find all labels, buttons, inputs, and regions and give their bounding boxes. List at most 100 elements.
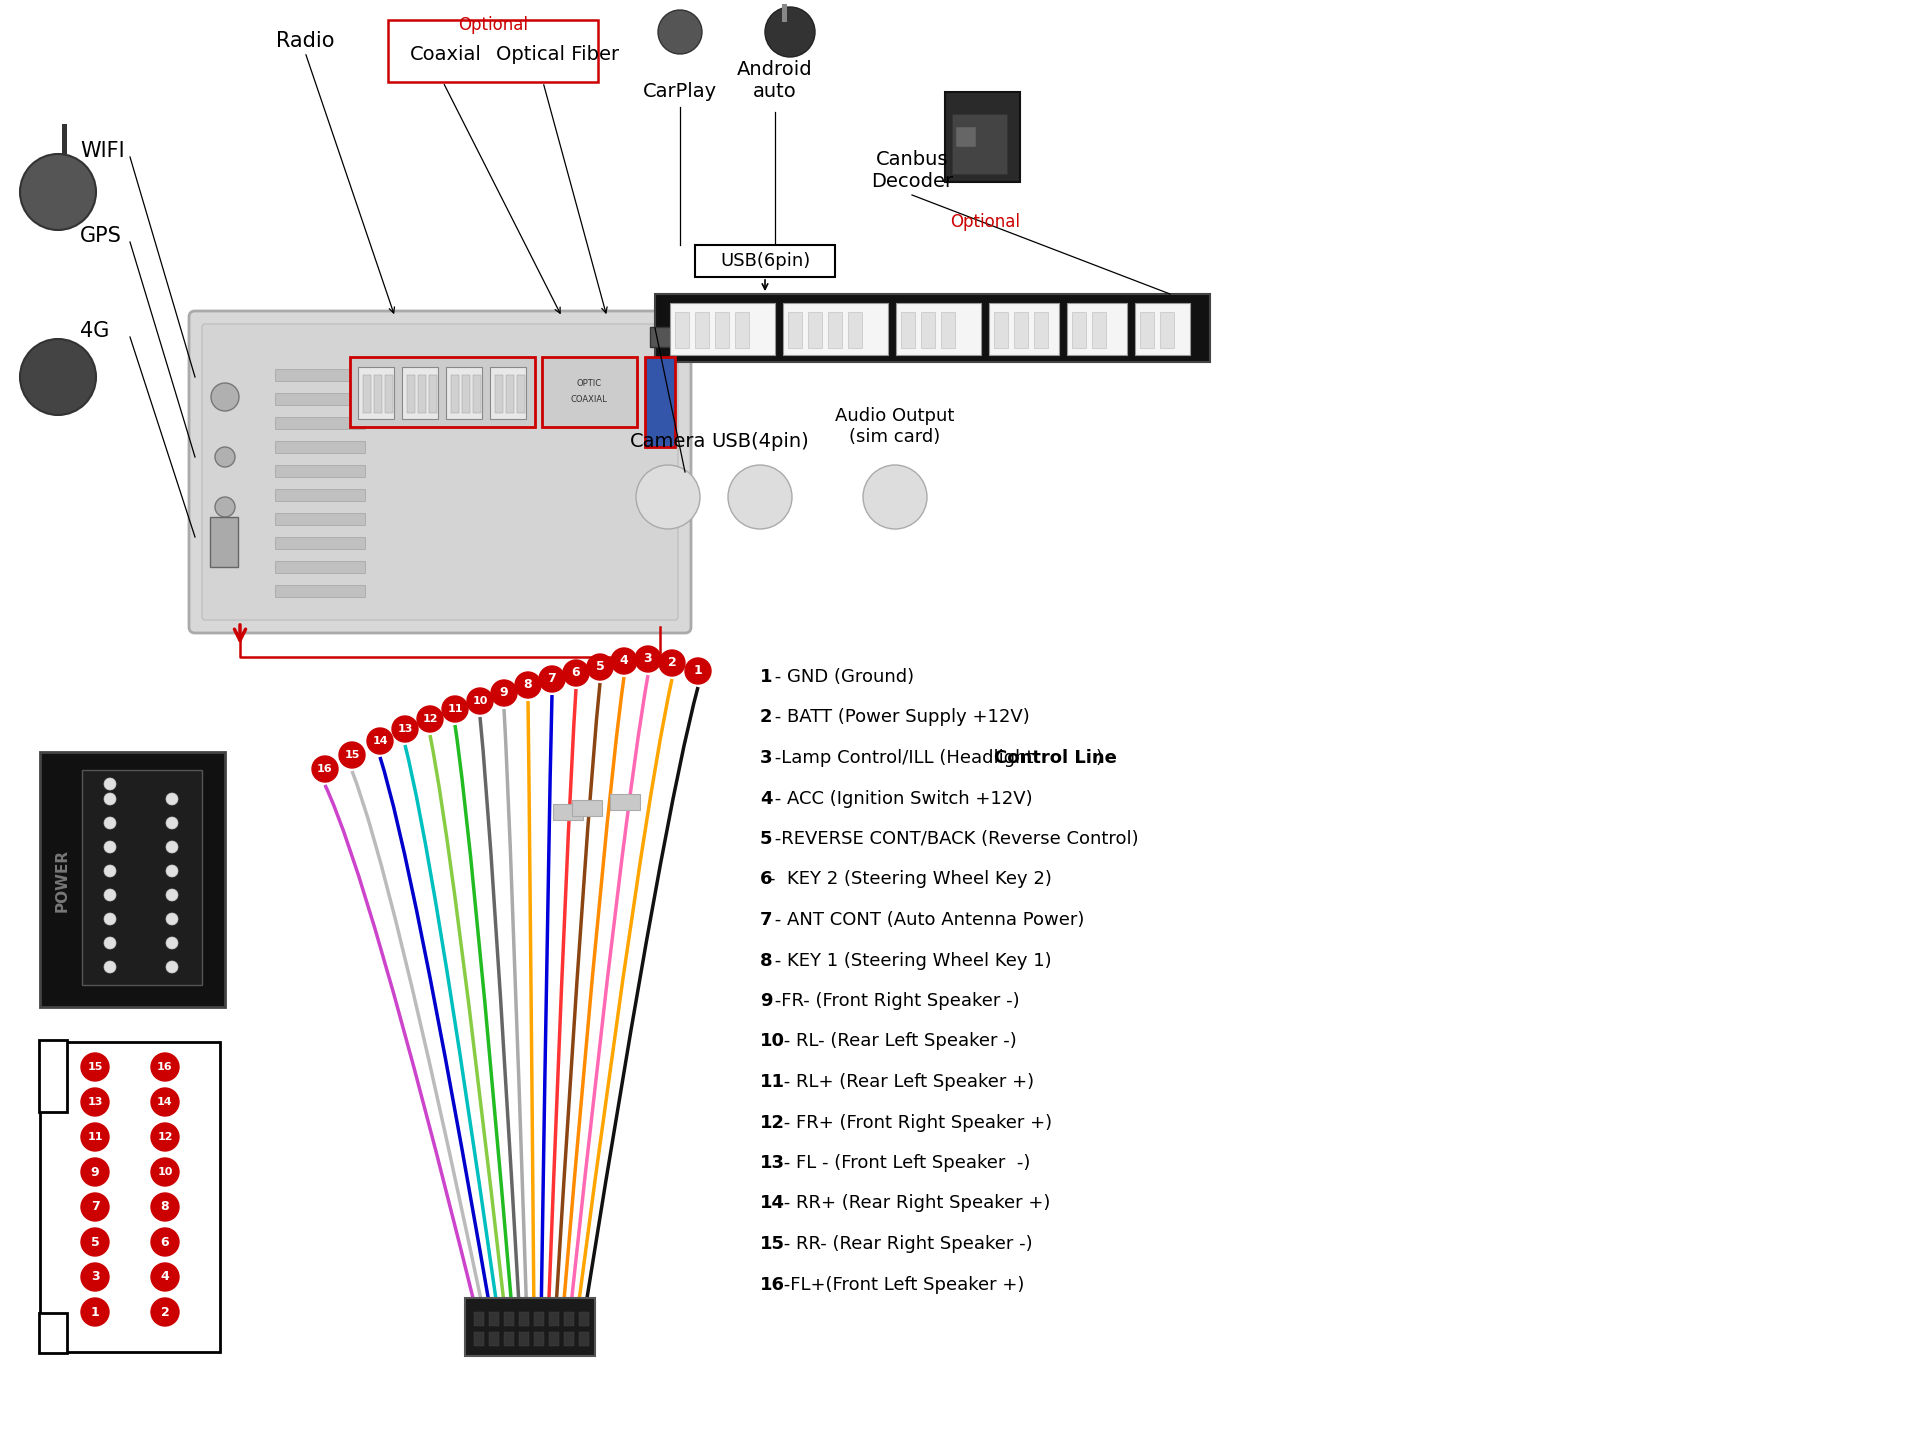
Text: COAXIAL: COAXIAL bbox=[570, 395, 607, 404]
Circle shape bbox=[152, 1263, 179, 1290]
Bar bbox=[490, 1332, 499, 1346]
Circle shape bbox=[165, 961, 179, 973]
Circle shape bbox=[540, 665, 564, 693]
Circle shape bbox=[104, 937, 115, 948]
Circle shape bbox=[152, 1053, 179, 1081]
Bar bbox=[518, 1312, 530, 1326]
Bar bbox=[388, 20, 597, 82]
Circle shape bbox=[165, 793, 179, 805]
Bar bbox=[655, 295, 1210, 362]
Text: Canbus
Decoder: Canbus Decoder bbox=[872, 149, 952, 191]
Bar bbox=[474, 1332, 484, 1346]
Circle shape bbox=[492, 680, 516, 706]
Bar bbox=[534, 1332, 543, 1346]
Bar bbox=[1071, 312, 1087, 348]
Text: 8: 8 bbox=[161, 1200, 169, 1213]
Bar bbox=[900, 312, 916, 348]
Text: 15: 15 bbox=[344, 750, 359, 760]
Text: Control Line: Control Line bbox=[995, 749, 1117, 767]
Text: 9: 9 bbox=[760, 992, 772, 1010]
Circle shape bbox=[152, 1298, 179, 1326]
Bar bbox=[40, 1042, 221, 1352]
Text: 4: 4 bbox=[161, 1270, 169, 1283]
Circle shape bbox=[165, 841, 179, 854]
Bar bbox=[714, 312, 730, 348]
Bar bbox=[474, 1312, 484, 1326]
FancyBboxPatch shape bbox=[188, 310, 691, 634]
Bar bbox=[645, 356, 676, 447]
Text: 1: 1 bbox=[90, 1305, 100, 1319]
Circle shape bbox=[152, 1088, 179, 1117]
Bar bbox=[534, 1312, 543, 1326]
Bar bbox=[209, 517, 238, 568]
Bar bbox=[407, 375, 415, 412]
Text: 2: 2 bbox=[760, 708, 772, 727]
Bar bbox=[897, 303, 981, 355]
Text: 10: 10 bbox=[760, 1033, 785, 1050]
Circle shape bbox=[392, 716, 419, 741]
Bar bbox=[363, 375, 371, 412]
Bar bbox=[419, 375, 426, 412]
Text: 11: 11 bbox=[760, 1073, 785, 1091]
Circle shape bbox=[165, 865, 179, 877]
Circle shape bbox=[659, 10, 703, 55]
Circle shape bbox=[81, 1263, 109, 1290]
Bar bbox=[808, 312, 822, 348]
Bar bbox=[386, 375, 394, 412]
Text: 12: 12 bbox=[157, 1132, 173, 1142]
Bar bbox=[275, 417, 365, 430]
Text: 8: 8 bbox=[760, 951, 772, 970]
Circle shape bbox=[19, 154, 96, 230]
Bar bbox=[553, 803, 584, 819]
Bar bbox=[275, 585, 365, 596]
Bar bbox=[783, 303, 887, 355]
Text: Optical Fiber: Optical Fiber bbox=[495, 45, 618, 65]
Circle shape bbox=[104, 793, 115, 805]
Bar bbox=[941, 312, 954, 348]
Text: -  KEY 2 (Steering Wheel Key 2): - KEY 2 (Steering Wheel Key 2) bbox=[770, 871, 1052, 888]
Text: 5: 5 bbox=[90, 1236, 100, 1249]
Bar bbox=[275, 489, 365, 502]
Text: 15: 15 bbox=[760, 1234, 785, 1253]
FancyBboxPatch shape bbox=[38, 1040, 67, 1112]
Text: - RL- (Rear Left Speaker -): - RL- (Rear Left Speaker -) bbox=[778, 1033, 1018, 1050]
FancyBboxPatch shape bbox=[38, 1313, 67, 1354]
Text: 13: 13 bbox=[760, 1154, 785, 1173]
Text: 6: 6 bbox=[161, 1236, 169, 1249]
Text: 8: 8 bbox=[524, 678, 532, 691]
Circle shape bbox=[81, 1158, 109, 1186]
Text: OPTIC: OPTIC bbox=[576, 379, 601, 388]
Bar bbox=[695, 244, 835, 277]
Bar bbox=[1160, 312, 1173, 348]
Bar bbox=[849, 312, 862, 348]
Text: 12: 12 bbox=[760, 1114, 785, 1131]
Bar bbox=[357, 366, 394, 420]
Bar bbox=[275, 466, 365, 477]
Circle shape bbox=[81, 1229, 109, 1256]
Bar bbox=[61, 124, 67, 154]
Text: 16: 16 bbox=[317, 764, 332, 775]
Bar bbox=[463, 375, 470, 412]
Text: 15: 15 bbox=[86, 1062, 102, 1072]
Bar bbox=[580, 1312, 589, 1326]
Text: 14: 14 bbox=[157, 1096, 173, 1106]
Circle shape bbox=[19, 339, 96, 415]
Bar bbox=[445, 366, 482, 420]
Text: 6: 6 bbox=[572, 667, 580, 680]
Text: - RR+ (Rear Right Speaker +): - RR+ (Rear Right Speaker +) bbox=[778, 1194, 1050, 1213]
Circle shape bbox=[81, 1122, 109, 1151]
Circle shape bbox=[215, 447, 234, 467]
Text: - RL+ (Rear Left Speaker +): - RL+ (Rear Left Speaker +) bbox=[778, 1073, 1035, 1091]
Bar bbox=[735, 312, 749, 348]
Text: 4G: 4G bbox=[81, 320, 109, 341]
Text: - BATT (Power Supply +12V): - BATT (Power Supply +12V) bbox=[770, 708, 1029, 727]
Bar bbox=[1014, 312, 1027, 348]
Text: 1: 1 bbox=[693, 664, 703, 677]
Text: -REVERSE CONT/BACK (Reverse Control): -REVERSE CONT/BACK (Reverse Control) bbox=[770, 831, 1139, 848]
Bar bbox=[549, 1312, 559, 1326]
Circle shape bbox=[215, 497, 234, 517]
Bar bbox=[541, 356, 637, 427]
Text: -FL+(Front Left Speaker +): -FL+(Front Left Speaker +) bbox=[778, 1276, 1025, 1293]
Text: 2: 2 bbox=[161, 1305, 169, 1319]
Text: 16: 16 bbox=[157, 1062, 173, 1072]
